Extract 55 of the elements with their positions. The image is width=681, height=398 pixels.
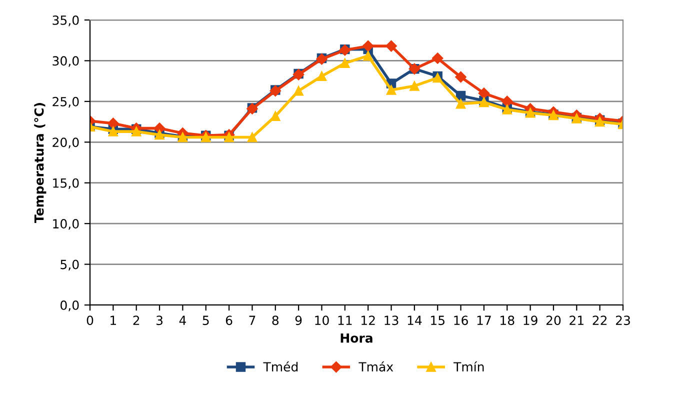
- point: [455, 71, 466, 83]
- y-tick-label: 35,0: [52, 15, 79, 26]
- x-tick-label: 4: [179, 316, 186, 325]
- y-tick-label: 15,0: [53, 178, 79, 190]
- point: [108, 118, 119, 130]
- x-tick-label: 23: [616, 316, 630, 326]
- point: [456, 99, 466, 109]
- point: [131, 126, 142, 136]
- x-tick-label: 5: [202, 316, 209, 326]
- x-tick-label: 9: [295, 316, 302, 326]
- x-tick-label: 3: [156, 316, 162, 326]
- point: [108, 126, 118, 136]
- point: [363, 50, 373, 61]
- x-tick-label: 0: [86, 316, 94, 326]
- y-tick-label: 10,0: [53, 219, 79, 230]
- point: [362, 40, 374, 52]
- x-tick-label: 21: [570, 316, 584, 325]
- x-tick-label: 16: [454, 316, 468, 326]
- y-tick-label: 5,0: [60, 260, 79, 270]
- x-tick-label: 7: [249, 316, 256, 325]
- point: [386, 85, 396, 95]
- x-tick-label: 2: [133, 316, 140, 325]
- x-tick-label: 13: [384, 316, 398, 326]
- point: [294, 86, 304, 96]
- x-tick-label: 14: [408, 316, 422, 325]
- y-tick-label: 20,0: [52, 138, 79, 148]
- y-axis-title: Temperatura (°C): [34, 103, 46, 223]
- x-tick-label: 17: [477, 316, 491, 325]
- y-tick-label: 25,0: [52, 96, 79, 108]
- x-tick-label: 15: [431, 316, 444, 326]
- x-tick-label: 12: [362, 316, 375, 325]
- point: [502, 96, 513, 108]
- x-tick-label: 20: [546, 316, 561, 326]
- legend-label: Tméd: [263, 361, 298, 372]
- x-tick-label: 6: [226, 316, 232, 326]
- legend-label: Tmáx: [358, 361, 394, 372]
- point: [386, 40, 397, 52]
- y-tick-label: 0,0: [60, 300, 79, 312]
- x-tick-label: 19: [524, 316, 538, 326]
- x-axis-title: Hora: [340, 333, 372, 343]
- x-tick-label: 18: [500, 316, 514, 326]
- legend-label: Tmín: [454, 361, 484, 372]
- x-tick-label: 1: [110, 316, 116, 325]
- point: [247, 132, 258, 142]
- point: [410, 81, 420, 91]
- point: [316, 71, 327, 82]
- point: [432, 52, 444, 64]
- point: [340, 58, 350, 68]
- x-tick-label: 8: [272, 316, 279, 326]
- point: [478, 88, 490, 99]
- x-tick-label: 10: [315, 316, 329, 326]
- point: [270, 111, 280, 121]
- x-tick-label: 11: [338, 316, 352, 325]
- y-tick-label: 30,0: [52, 56, 79, 67]
- x-tick-label: 22: [592, 316, 607, 325]
